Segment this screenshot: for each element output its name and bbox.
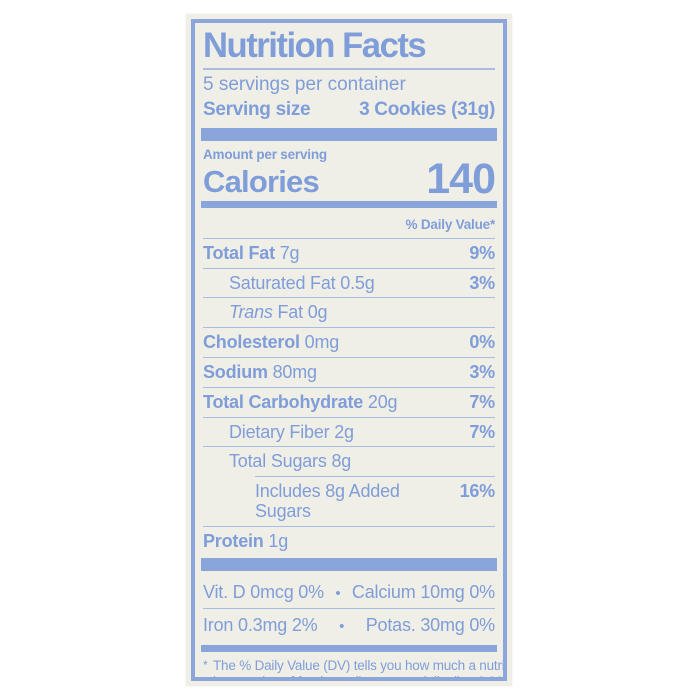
nutrient-name: Trans Fat 0g — [229, 302, 328, 323]
micronutrient-right: Potas. 30mg 0% — [365, 614, 495, 635]
thick-divider-bar-top — [201, 127, 497, 141]
medium-divider-bar-calories — [201, 200, 497, 208]
footnote-line: in a serving of food contributes to a da… — [213, 674, 503, 677]
calories-row: Calories 140 — [203, 154, 496, 203]
nutrient-name: Cholesterol 0mg — [203, 332, 340, 353]
amount-per-serving-label: Amount per serving — [203, 146, 327, 162]
micronutrient-row-2: Iron 0.3mg 2% • Potas. 30mg 0% — [203, 607, 495, 641]
servings-per-container: 5 servings per container — [203, 73, 406, 95]
nutrient-name: Protein 1g — [203, 530, 289, 551]
nutrient-dv: 0% — [469, 332, 495, 353]
serving-size-value: 3 Cookies (31g) — [359, 98, 495, 120]
title-divider — [203, 67, 495, 70]
bullet-separator: • — [339, 617, 345, 635]
row-trans-fat: Trans Fat 0g — [203, 297, 495, 327]
nutrient-dv: 9% — [469, 242, 495, 263]
nutrient-name: Sodium 80mg — [203, 362, 317, 383]
nutrition-facts-label: Nutrition Facts 5 servings per container… — [186, 14, 512, 686]
percent-daily-value-header: % Daily Value* — [405, 216, 496, 232]
row-total-sugars: Total Sugars 8g — [203, 446, 495, 476]
row-total-carbohydrate: Total Carbohydrate 20g 7% — [203, 386, 495, 417]
nutrient-name: Total Sugars 8g — [229, 451, 352, 472]
label-border-frame: Nutrition Facts 5 servings per container… — [191, 19, 507, 681]
micronutrient-left: Iron 0.3mg 2% — [203, 614, 318, 635]
row-sodium: Sodium 80mg 3% — [203, 357, 495, 387]
row-total-fat: Total Fat 7g 9% — [203, 237, 495, 268]
row-added-sugars: Includes 8g Added Sugars 16% — [255, 476, 495, 526]
serving-size-label: Serving size — [203, 98, 311, 120]
row-cholesterol: Cholesterol 0mg 0% — [203, 327, 495, 357]
serving-size-row: Serving size 3 Cookies (31g) — [203, 99, 495, 121]
nutrient-name: Includes 8g Added Sugars — [255, 481, 400, 522]
nutrient-dv: 16% — [459, 481, 496, 502]
row-dietary-fiber: Dietary Fiber 2g 7% — [203, 416, 495, 447]
medium-divider-bar-footer — [201, 644, 497, 652]
nutrition-facts-title: Nutrition Facts — [203, 26, 427, 65]
nutrient-name: Dietary Fiber 2g — [229, 421, 354, 442]
nutrient-name: Total Carbohydrate 20g — [203, 391, 398, 412]
micronutrient-row-1: Vit. D 0mcg 0% • Calcium 10mg 0% — [203, 576, 495, 608]
footnote-line: The % Daily Value (DV) tells you how muc… — [213, 657, 507, 673]
nutrient-dv: 7% — [469, 391, 495, 412]
calories-label: Calories — [203, 163, 320, 199]
nutrient-dv: 3% — [469, 272, 495, 293]
row-protein: Protein 1g — [203, 525, 495, 556]
nutrient-dv: 7% — [469, 421, 495, 442]
bullet-separator: • — [335, 584, 341, 602]
footnote-asterisk: * — [203, 657, 208, 672]
nutrient-name: Saturated Fat 0.5g — [229, 272, 375, 293]
daily-value-footnote: * The % Daily Value (DV) tells you how m… — [203, 657, 507, 677]
row-saturated-fat: Saturated Fat 0.5g 3% — [203, 267, 495, 298]
micronutrient-right: Calcium 10mg 0% — [351, 581, 495, 602]
nutrient-name: Total Fat 7g — [203, 242, 300, 263]
calories-value: 140 — [426, 154, 496, 203]
nutrient-dv: 3% — [469, 362, 495, 383]
thick-divider-bar-bottom — [201, 557, 497, 571]
micronutrient-left: Vit. D 0mcg 0% — [203, 581, 324, 602]
